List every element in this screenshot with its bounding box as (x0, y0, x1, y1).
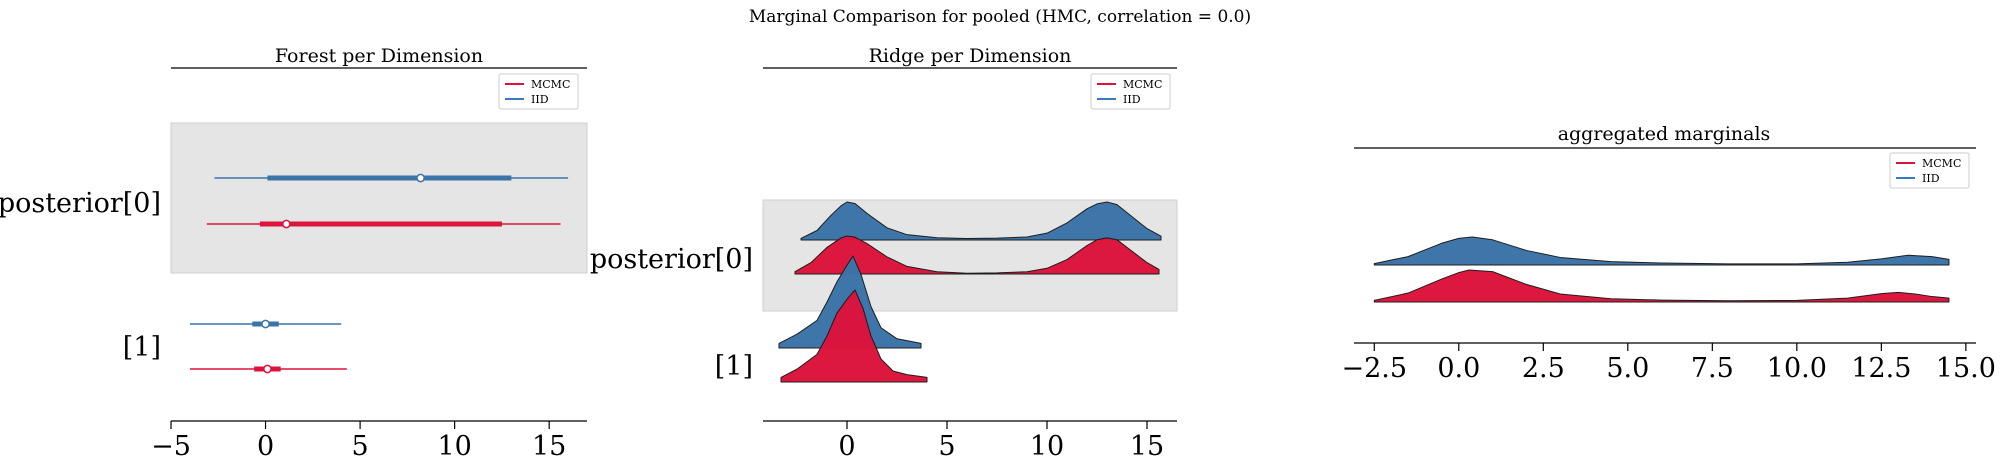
forest-iid-row1-point-marker (261, 319, 270, 329)
forest-panel-title: Forest per Dimension (275, 45, 483, 67)
aggregated-tick-label: 5.0 (1606, 353, 1649, 384)
ridge-x-ticks: 0 5 10 15 (838, 421, 1164, 462)
aggregated-legend-iid-label: IID (1922, 172, 1940, 185)
aggregated-legend: MCMC IID (1889, 152, 1970, 189)
forest-row-band (170, 122, 588, 274)
forest-panel: Forest per Dimension MCMC IID posterior[… (0, 45, 588, 462)
ridge-legend: MCMC IID (1090, 73, 1171, 110)
forest-mcmc-row1-point-marker (263, 364, 272, 374)
forest-row-label-posterior-0: posterior[0] (0, 188, 161, 219)
forest-marks (189, 173, 569, 374)
ridge-panel: Ridge per Dimension MCMC IID posterior[0… (590, 45, 1178, 462)
forest-legend: MCMC IID (498, 73, 579, 110)
aggregated-tick-label: 12.5 (1851, 353, 1911, 384)
forest-legend-mcmc-label: MCMC (531, 78, 570, 91)
figure-suptitle: Marginal Comparison for pooled (HMC, cor… (749, 7, 1251, 27)
aggregated-iid-row0-density (1373, 236, 1950, 266)
ridge-tick-label: 15 (1130, 431, 1164, 462)
aggregated-marks (1373, 236, 1950, 303)
forest-tick-label: 10 (437, 431, 471, 462)
aggregated-tick-label: 10.0 (1767, 353, 1827, 384)
forest-legend-iid-label: IID (531, 93, 549, 106)
aggregated-panel-title: aggregated marginals (1558, 123, 1771, 145)
ridge-row-label-1: [1] (715, 351, 753, 382)
ridge-tick-label: 10 (1030, 431, 1064, 462)
forest-tick-label: 15 (532, 431, 566, 462)
forest-mcmc-row0-point-marker (281, 219, 291, 229)
forest-tick-label: 0 (257, 431, 274, 462)
aggregated-panel: aggregated marginals MCMC IID −2.5 0.0 2.5… (1342, 123, 1996, 384)
forest-row-label-1: [1] (123, 332, 161, 363)
ridge-tick-label: 0 (838, 431, 855, 462)
aggregated-tick-label: −2.5 (1342, 353, 1408, 384)
ridge-mcmc-row0-density (794, 235, 1160, 275)
ridge-legend-mcmc-label: MCMC (1123, 78, 1162, 91)
aggregated-x-ticks: −2.5 0.0 2.5 5.0 7.5 10.0 12.5 15.0 (1342, 343, 1996, 384)
ridge-legend-iid-label: IID (1123, 93, 1141, 106)
aggregated-tick-label: 2.5 (1522, 353, 1565, 384)
aggregated-legend-mcmc-label: MCMC (1922, 157, 1961, 170)
forest-tick-label: −5 (151, 431, 191, 462)
forest-legend-box (498, 73, 579, 110)
aggregated-legend-box (1889, 152, 1970, 189)
ridge-legend-box (1090, 73, 1171, 110)
forest-tick-label: 5 (351, 431, 368, 462)
forest-x-ticks: −5 0 5 10 15 (151, 421, 566, 462)
forest-iid-row0-point-marker (416, 173, 425, 183)
ridge-iid-row0-density (800, 201, 1162, 241)
aggregated-tick-label: 0.0 (1437, 353, 1480, 384)
aggregated-mcmc-row0-density (1373, 269, 1950, 303)
ridge-row-label-posterior-0: posterior[0] (590, 244, 753, 275)
ridge-marks (778, 201, 1162, 383)
aggregated-tick-label: 15.0 (1936, 353, 1996, 384)
ridge-panel-title: Ridge per Dimension (869, 45, 1072, 67)
aggregated-tick-label: 7.5 (1691, 353, 1734, 384)
ridge-tick-label: 5 (938, 431, 955, 462)
ridge-mcmc-row1-density (780, 289, 928, 383)
